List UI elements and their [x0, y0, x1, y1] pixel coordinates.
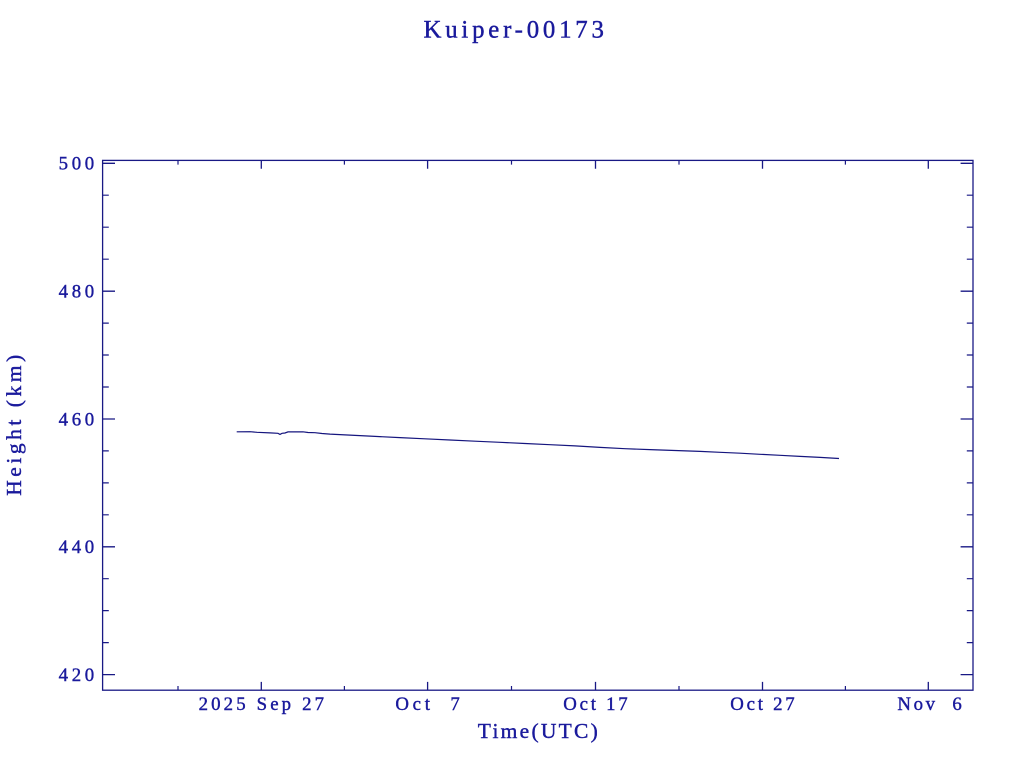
- svg-text:Oct 27: Oct 27: [730, 694, 794, 715]
- svg-text:Oct 7: Oct 7: [395, 694, 459, 715]
- svg-text:500: 500: [59, 154, 95, 175]
- svg-text:Time(UTC): Time(UTC): [478, 719, 598, 743]
- svg-text:Kuiper-00173: Kuiper-00173: [424, 17, 604, 44]
- svg-text:Nov 6: Nov 6: [897, 694, 961, 715]
- svg-text:420: 420: [59, 665, 95, 686]
- svg-text:Height (km): Height (km): [2, 355, 26, 496]
- svg-text:2025 Sep 27: 2025 Sep 27: [199, 694, 324, 715]
- svg-text:Oct 17: Oct 17: [563, 694, 627, 715]
- svg-text:440: 440: [59, 537, 95, 558]
- svg-text:460: 460: [59, 409, 95, 430]
- svg-text:480: 480: [59, 282, 95, 303]
